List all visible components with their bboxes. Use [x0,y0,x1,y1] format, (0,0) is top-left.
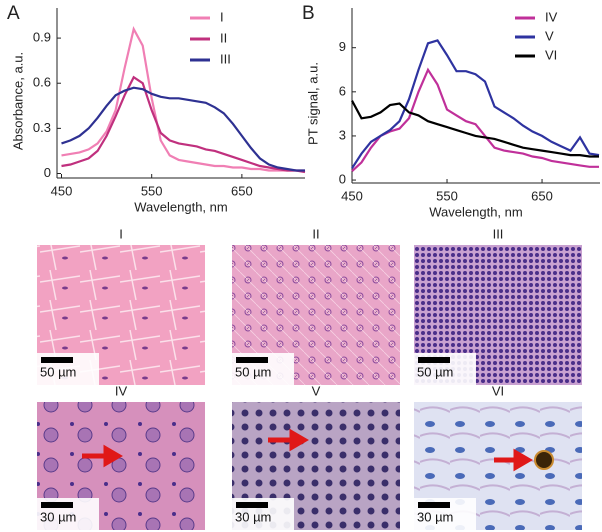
scale-bar [41,502,73,508]
scale-bar-label: 30 µm [235,509,271,524]
scale-bar-label: 50 µm [417,364,453,379]
y-tick-label: 0 [339,171,346,186]
scale-bar-label: 50 µm [235,364,271,379]
legend-label: IV [545,9,558,24]
y-tick-label: 6 [339,83,346,98]
scale-bar-label: 30 µm [40,509,76,524]
legend-label: I [220,9,224,24]
scale-bar [41,357,73,363]
x-tick-label: 550 [141,183,163,198]
scale-bar-label: 50 µm [40,364,76,379]
series-line [351,39,600,169]
scale-bar [418,502,450,508]
arrow [268,428,309,452]
image-label: III [493,226,504,241]
y-tick-label: 3 [339,127,346,142]
legend-label: II [220,30,227,45]
image-label: II [312,226,319,241]
legend-label: V [545,28,554,43]
series-line [351,67,599,173]
particle [534,450,554,470]
y-axis-label: PT signal, a.u. [305,62,320,145]
scale-bar [236,357,268,363]
image-label: VI [492,383,504,398]
scale-bar-label: 30 µm [417,509,453,524]
y-tick-label: 0 [44,165,51,180]
scale-bar [236,502,268,508]
x-tick-label: 650 [231,183,253,198]
x-axis-label: Wavelength, nm [429,204,522,219]
scale-bar [418,357,450,363]
legend-label: III [220,51,231,66]
y-tick-label: 0.3 [33,120,51,135]
x-tick-label: 550 [436,188,458,203]
series-line [61,26,305,172]
y-tick-label: 0.6 [33,75,51,90]
image-label: V [312,383,321,398]
x-tick-label: 450 [341,188,363,203]
arrow [494,448,533,472]
x-tick-label: 650 [531,188,553,203]
x-axis-label: Wavelength, nm [134,199,227,214]
series-line [351,100,599,158]
image-label: I [119,226,123,241]
y-tick-label: 0.9 [33,30,51,45]
legend-label: VI [545,47,557,62]
series-line [61,75,306,174]
y-axis-label: Absorbance, a.u. [10,52,25,150]
panel-letter: A [7,3,20,24]
series-line [61,86,305,172]
arrow [82,444,123,468]
x-tick-label: 450 [51,183,73,198]
y-tick-label: 9 [339,39,346,54]
panel-letter: B [302,3,315,24]
image-label: IV [115,383,128,398]
